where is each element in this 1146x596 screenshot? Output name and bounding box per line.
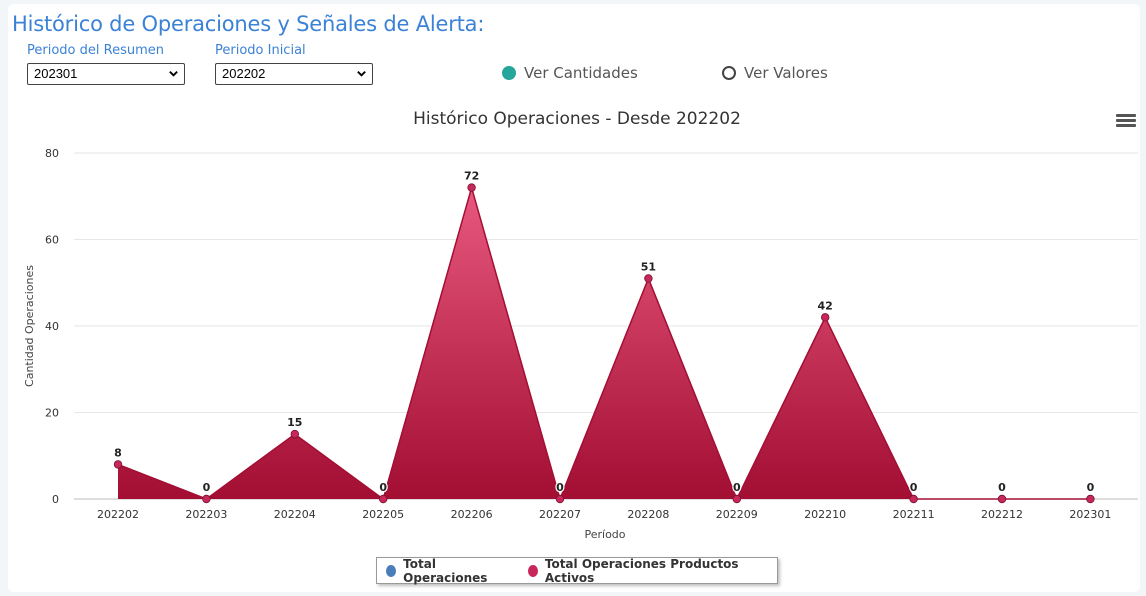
x-tick-label: 202208: [627, 508, 669, 521]
data-label: 51: [641, 260, 656, 273]
legend-item-total-operaciones[interactable]: Total Operaciones: [386, 557, 506, 585]
chart-legend: Total Operaciones Total Operaciones Prod…: [376, 556, 778, 585]
y-tick-label: 60: [45, 234, 59, 247]
data-label: 72: [464, 170, 479, 183]
data-label: 0: [733, 481, 741, 494]
legend-marker: [386, 564, 397, 577]
y-tick-label: 80: [45, 147, 59, 160]
x-tick-label: 202204: [274, 508, 316, 521]
page-title: Histórico de Operaciones y Señales de Al…: [12, 12, 485, 36]
data-point: [379, 494, 388, 504]
series-line: [117, 184, 1091, 502]
legend-label: Total Operaciones: [403, 556, 488, 585]
y-axis-label: Cantidad Operaciones: [23, 265, 36, 387]
data-point: [997, 494, 1007, 504]
x-tick-label: 202209: [716, 508, 758, 521]
data-point: [821, 313, 830, 322]
data-point: [202, 494, 211, 504]
summary-period-value: 202301: [34, 66, 78, 81]
legend-item-productos-activos[interactable]: Total Operaciones Productos Activos: [527, 556, 755, 585]
initial-period-select[interactable]: 202202: [215, 63, 373, 85]
chart-menu-icon[interactable]: [1116, 114, 1136, 130]
legend-marker: [527, 564, 538, 577]
data-label: 0: [910, 481, 918, 494]
view-values-radio[interactable]: Ver Valores: [722, 64, 828, 82]
view-values-label: Ver Valores: [744, 64, 828, 82]
chart-title: Histórico Operaciones - Desde 202202: [413, 109, 741, 129]
x-tick-label: 202211: [893, 508, 935, 521]
data-label: 0: [1087, 481, 1095, 494]
data-label: 42: [818, 299, 833, 312]
x-tick-label: 202202: [97, 508, 139, 521]
y-tick-label: 40: [45, 320, 59, 333]
x-tick-label: 202203: [185, 508, 227, 521]
x-axis-label: Período: [584, 528, 625, 541]
summary-period-select[interactable]: 202301: [27, 63, 185, 85]
data-label: 0: [556, 481, 564, 494]
radio-selected-icon: [502, 66, 516, 80]
y-tick-label: 20: [45, 407, 59, 420]
x-tick-label: 202205: [362, 508, 404, 521]
radio-unselected-icon: [722, 66, 736, 80]
y-tick-label: 0: [52, 493, 59, 506]
data-label: 0: [379, 481, 387, 494]
chevron-down-icon: [169, 71, 178, 77]
data-point: [290, 429, 299, 439]
data-point: [732, 494, 741, 504]
data-label: 0: [203, 481, 211, 494]
data-point: [467, 183, 476, 192]
x-tick-label: 202207: [539, 508, 581, 521]
data-label: 15: [287, 416, 302, 429]
view-quantities-label: Ver Cantidades: [524, 64, 638, 82]
x-tick-label: 202206: [451, 508, 493, 521]
initial-period-value: 202202: [222, 66, 266, 81]
x-tick-label: 202210: [804, 508, 846, 521]
initial-period-label: Periodo Inicial: [215, 43, 306, 58]
data-point: [1086, 494, 1095, 504]
view-quantities-radio[interactable]: Ver Cantidades: [502, 64, 638, 82]
data-point: [555, 494, 565, 504]
data-label: 0: [998, 481, 1006, 494]
data-point: [113, 460, 123, 469]
legend-label: Total Operaciones Productos Activos: [544, 556, 739, 585]
summary-period-label: Periodo del Resumen: [27, 43, 164, 58]
x-tick-label: 202212: [981, 508, 1023, 521]
chevron-down-icon: [357, 71, 366, 77]
data-point: [644, 274, 653, 283]
data-label: 8: [114, 446, 122, 459]
series-area: [118, 187, 1091, 499]
data-point: [909, 494, 918, 504]
x-tick-label: 202301: [1069, 508, 1111, 521]
